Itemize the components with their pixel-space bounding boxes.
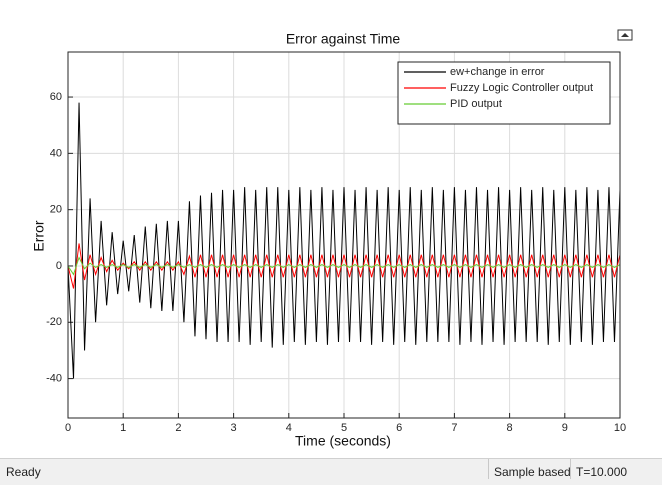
- y-tick-label: 40: [50, 147, 62, 159]
- x-tick-label: 9: [562, 422, 568, 434]
- status-bar: Ready Sample based T=10.000: [0, 458, 662, 485]
- legend-label: ew+change in error: [450, 66, 545, 78]
- x-tick-label: 5: [341, 422, 347, 434]
- y-tick-label: 20: [50, 204, 62, 216]
- y-tick-label: 60: [50, 91, 62, 103]
- x-tick-label: 6: [396, 422, 402, 434]
- series-line: [68, 256, 620, 276]
- status-text: Ready: [6, 465, 41, 479]
- x-axis-label: Time (seconds): [295, 433, 391, 449]
- x-tick-label: 0: [65, 422, 71, 434]
- y-tick-label: -20: [46, 316, 62, 328]
- legend-label: PID output: [450, 98, 502, 110]
- series-line: [68, 102, 620, 379]
- x-tick-label: 2: [175, 422, 181, 434]
- y-axis-label: Error: [31, 220, 47, 251]
- chart: Error against Time Time (seconds) Error …: [31, 29, 633, 449]
- legend-label: Fuzzy Logic Controller output: [450, 82, 593, 94]
- x-tick-label: 4: [286, 422, 292, 434]
- chart-title: Error against Time: [286, 31, 401, 47]
- sim-time: T=10.000: [570, 459, 627, 479]
- y-tick-label: -40: [46, 372, 62, 384]
- plot-frame: [67, 51, 621, 419]
- series-line: [68, 243, 620, 289]
- x-tick-label: 7: [451, 422, 457, 434]
- x-tick-label: 3: [231, 422, 237, 434]
- x-tick-label: 8: [507, 422, 513, 434]
- sample-mode: Sample based: [488, 459, 571, 479]
- undock-arrow: [621, 33, 629, 37]
- x-tick-label: 1: [120, 422, 126, 434]
- y-tick-label: 0: [56, 260, 62, 272]
- x-tick-label: 10: [614, 422, 626, 434]
